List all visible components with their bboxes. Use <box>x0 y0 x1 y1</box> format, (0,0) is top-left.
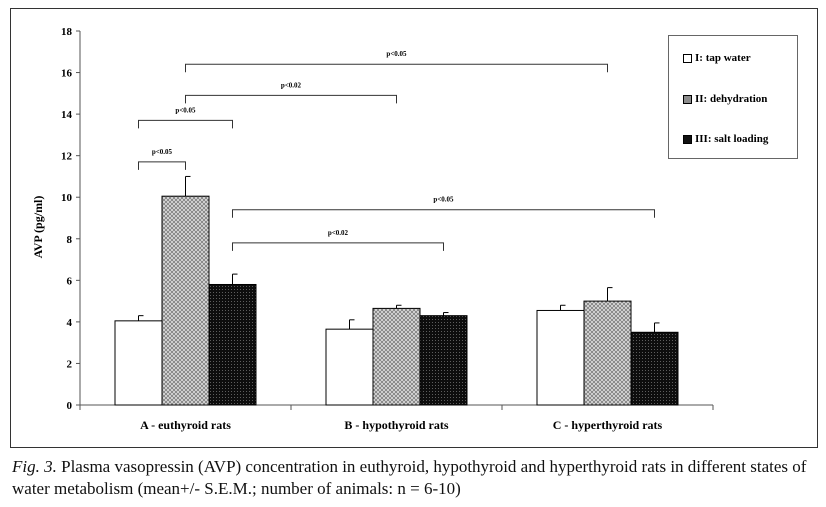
y-tick-label: 12 <box>61 151 73 163</box>
bar <box>583 300 632 406</box>
bar <box>419 315 468 406</box>
y-tick-label: 2 <box>67 358 73 370</box>
legend-label-salt-loading: III: salt loading <box>695 133 769 145</box>
y-tick-label: 14 <box>61 109 73 121</box>
y-tick-label: 8 <box>67 234 73 246</box>
y-tick-label: 0 <box>67 400 73 412</box>
legend-swatch-tap-water <box>683 53 692 63</box>
bar <box>208 283 257 406</box>
legend-item-tap-water: I: tap water <box>683 52 751 64</box>
legend-swatch-dehydration <box>683 94 692 104</box>
bar <box>114 320 163 406</box>
significance-label: p<0.05 <box>152 148 173 156</box>
bar <box>630 331 679 406</box>
x-tick-label: B - hypothyroid rats <box>344 418 448 432</box>
bar <box>536 309 585 406</box>
significance-bracket <box>232 209 655 218</box>
legend-label-dehydration: II: dehydration <box>695 93 768 105</box>
significance-bracket <box>138 119 233 129</box>
bars <box>114 175 679 406</box>
significance-bracket <box>185 63 608 73</box>
significance-annotations: p<0.05 p<0.05 p<0.02 p<0.05 p<0.02 p<0.05 <box>138 50 655 251</box>
x-tick-label: A - euthyroid rats <box>140 418 231 432</box>
caption-text: Plasma vasopressin (AVP) concentration i… <box>12 457 807 498</box>
figure-caption: Fig. 3. Plasma vasopressin (AVP) concent… <box>12 456 817 500</box>
y-tick-label: 6 <box>67 275 73 287</box>
axes: 0 2 4 6 8 10 12 14 16 18 A - euthyroid rats B - hyp… <box>61 26 714 432</box>
y-tick-label: 10 <box>61 192 73 204</box>
x-tick-label: C - hyperthyroid rats <box>553 418 663 432</box>
significance-label: p<0.02 <box>328 229 349 237</box>
significance-bracket <box>138 161 186 170</box>
legend-label-tap-water: I: tap water <box>695 52 751 64</box>
legend-swatch-salt-loading <box>683 134 692 144</box>
legend-item-salt-loading: III: salt loading <box>683 133 768 145</box>
legend-item-dehydration: II: dehydration <box>683 93 767 105</box>
bar-chart: 0 2 4 6 8 10 12 14 16 18 A - euthyroid rats B - hyp… <box>31 26 714 432</box>
y-axis-label: AVP (pg/ml) <box>31 196 45 259</box>
bar <box>161 195 210 406</box>
significance-label: p<0.05 <box>433 196 454 204</box>
bar <box>372 307 421 406</box>
bar <box>325 328 374 406</box>
significance-bracket <box>185 94 397 104</box>
significance-label: p<0.05 <box>175 106 196 114</box>
y-tick-label: 16 <box>61 68 73 80</box>
significance-bracket <box>232 242 444 251</box>
legend: I: tap water II: dehydration III: salt l… <box>668 35 798 159</box>
figure-frame: 0 2 4 6 8 10 12 14 16 18 A - euthyroid rats B - hyp… <box>10 8 818 448</box>
y-tick-label: 18 <box>61 26 73 38</box>
caption-label: Fig. 3. <box>12 457 57 476</box>
significance-label: p<0.05 <box>386 50 407 58</box>
significance-label: p<0.02 <box>281 81 302 89</box>
y-tick-label: 4 <box>67 317 73 329</box>
